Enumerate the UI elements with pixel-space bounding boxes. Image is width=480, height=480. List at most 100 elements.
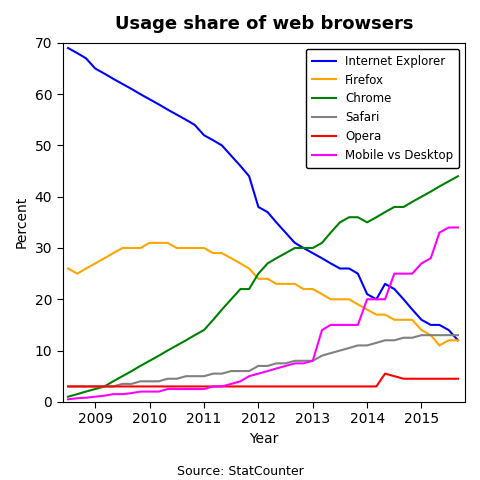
Opera [391,373,397,379]
Firefox [419,327,424,333]
Firefox [292,281,298,287]
Opera [210,384,216,389]
Firefox [355,301,361,307]
Safari [300,358,306,364]
Chrome [292,245,298,251]
Opera [74,384,80,389]
Chrome [120,373,125,379]
Firefox [192,245,198,251]
Firefox [409,317,415,323]
Safari [401,335,407,341]
Internet Explorer [92,66,98,72]
Chrome [201,327,207,333]
Chrome [147,358,153,364]
Safari [210,371,216,376]
Line: Firefox: Firefox [68,243,458,346]
Firefox [129,245,134,251]
Internet Explorer [419,317,424,323]
Chrome [65,394,71,399]
Firefox [446,337,452,343]
Firefox [391,317,397,323]
Safari [120,381,125,387]
Internet Explorer [201,132,207,138]
Internet Explorer [265,209,271,215]
Opera [283,384,288,389]
Mobile vs Desktop [446,225,452,230]
Safari [183,373,189,379]
Safari [355,343,361,348]
Internet Explorer [428,322,433,328]
Opera [382,371,388,376]
Opera [102,384,108,389]
Safari [310,358,316,364]
Opera [201,384,207,389]
Firefox [428,332,433,338]
Mobile vs Desktop [310,358,316,364]
Safari [147,378,153,384]
Safari [428,332,433,338]
Mobile vs Desktop [255,371,261,376]
Firefox [65,265,71,271]
Opera [364,384,370,389]
Safari [156,378,162,384]
Mobile vs Desktop [137,389,143,395]
Internet Explorer [255,204,261,210]
Chrome [265,261,271,266]
Firefox [210,250,216,256]
Opera [165,384,170,389]
Mobile vs Desktop [201,386,207,392]
Y-axis label: Percent: Percent [15,196,29,249]
Safari [219,371,225,376]
Safari [102,384,108,389]
Mobile vs Desktop [265,368,271,374]
Internet Explorer [183,117,189,123]
Opera [265,384,271,389]
Firefox [455,337,461,343]
Internet Explorer [437,322,443,328]
Firefox [265,276,271,282]
Mobile vs Desktop [120,391,125,397]
Safari [391,337,397,343]
Firefox [137,245,143,251]
Internet Explorer [346,265,352,271]
Mobile vs Desktop [300,360,306,366]
Safari [446,332,452,338]
Chrome [274,255,279,261]
Firefox [319,291,325,297]
Safari [137,378,143,384]
Opera [274,384,279,389]
Firefox [255,276,261,282]
Chrome [373,215,379,220]
Mobile vs Desktop [238,378,243,384]
Mobile vs Desktop [409,271,415,276]
Chrome [228,296,234,302]
Chrome [401,204,407,210]
Opera [192,384,198,389]
Mobile vs Desktop [246,373,252,379]
Mobile vs Desktop [165,386,170,392]
Internet Explorer [228,153,234,158]
Internet Explorer [219,143,225,148]
Chrome [174,343,180,348]
Safari [292,358,298,364]
Internet Explorer [337,265,343,271]
Opera [401,376,407,382]
Firefox [300,286,306,292]
Chrome [238,286,243,292]
Internet Explorer [65,45,71,51]
Mobile vs Desktop [283,363,288,369]
Internet Explorer [74,50,80,56]
Safari [364,343,370,348]
Mobile vs Desktop [228,381,234,387]
Chrome [219,307,225,312]
Chrome [110,378,116,384]
Mobile vs Desktop [183,386,189,392]
Chrome [382,209,388,215]
Chrome [283,250,288,256]
Safari [373,340,379,346]
Chrome [255,271,261,276]
Internet Explorer [156,102,162,108]
Mobile vs Desktop [337,322,343,328]
Internet Explorer [409,307,415,312]
Safari [382,337,388,343]
